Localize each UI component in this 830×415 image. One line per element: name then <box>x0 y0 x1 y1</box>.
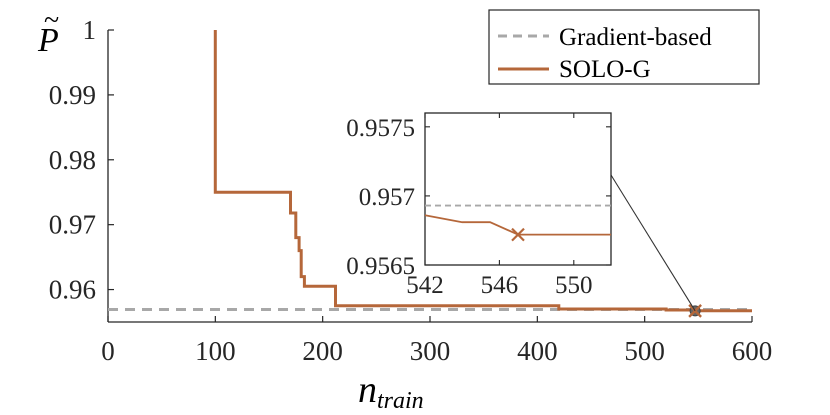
inset-y-tick-label: 0.9575 <box>346 115 415 142</box>
x-axis-label: ntrain <box>358 369 424 414</box>
y-tick-label: 0.97 <box>49 210 96 240</box>
inset-marker-x <box>511 227 525 242</box>
y-axis-label-accent: ~ <box>44 5 59 36</box>
inset-series-solo-g <box>424 214 611 236</box>
x-axis-label-subscript: train <box>377 388 424 414</box>
inset-x-tick-label: 542 <box>406 272 444 299</box>
legend: Gradient-based SOLO-G <box>488 9 760 85</box>
y-axis-label: P ~ <box>37 5 59 59</box>
y-tick-label: 1 <box>83 15 97 45</box>
x-tick-label: 300 <box>410 336 451 366</box>
x-tick-label: 100 <box>195 336 236 366</box>
y-tick-label: 0.99 <box>49 80 96 110</box>
inset-connector-line <box>610 174 696 312</box>
x-tick-label: 500 <box>624 336 665 366</box>
y-axis-label-main: P <box>37 22 59 59</box>
series-solo-g <box>213 30 752 313</box>
inset-plot: 542 546 550 0.9565 0.957 0.9575 <box>346 112 696 312</box>
x-tick-label: 600 <box>732 336 773 366</box>
y-tick-label: 0.98 <box>49 145 96 175</box>
x-axis-label-main: n <box>358 369 377 411</box>
y-tick-label: 0.96 <box>49 275 96 305</box>
legend-solo-label: SOLO-G <box>559 56 651 83</box>
inset-x-tick-label: 550 <box>555 272 593 299</box>
inset-x-tick-label: 546 <box>481 272 519 299</box>
x-tick-label: 0 <box>101 336 115 366</box>
inset-y-tick-label: 0.957 <box>359 184 415 211</box>
x-tick-label: 400 <box>517 336 558 366</box>
inset-y-tick-label: 0.9565 <box>346 253 415 280</box>
main-ticks: 0 100 200 300 400 500 600 0.96 0.97 0.98 0.99 1 <box>49 15 773 366</box>
x-tick-label: 200 <box>302 336 343 366</box>
legend-gradient-label: Gradient-based <box>559 24 712 51</box>
inset-box <box>424 112 612 266</box>
legend-box <box>488 9 760 85</box>
